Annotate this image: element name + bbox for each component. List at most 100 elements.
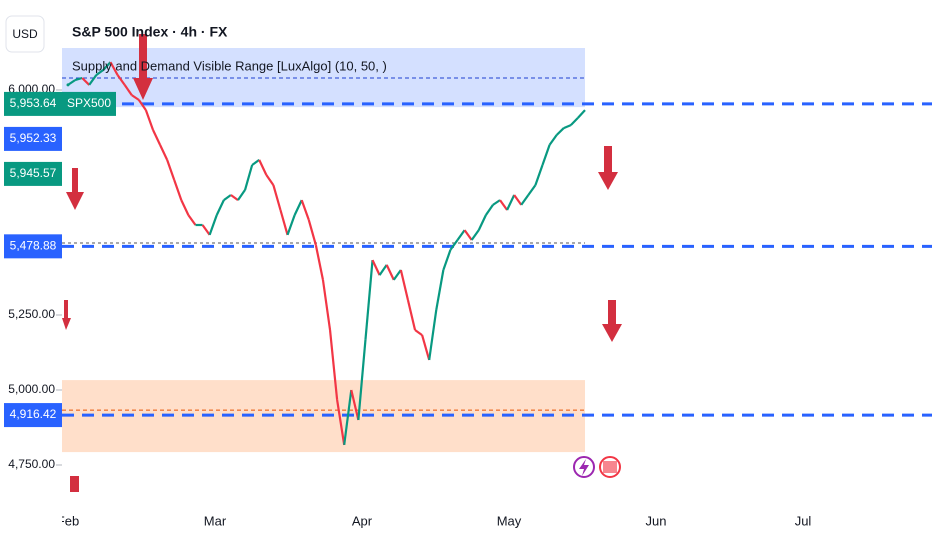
price-segment <box>364 260 374 340</box>
price-segment <box>67 79 76 86</box>
price-segment <box>116 74 126 86</box>
price-segment <box>102 61 112 71</box>
price-tag-label: 5,953.64 <box>10 96 57 110</box>
price-segment <box>144 109 155 131</box>
arrow <box>62 300 71 330</box>
price-segment <box>293 199 303 216</box>
price-segment <box>258 159 268 176</box>
marker <box>70 476 79 492</box>
event-icon-glyph <box>579 459 589 476</box>
x-tick-label: Jul <box>795 513 812 528</box>
price-segment <box>300 199 310 221</box>
price-segment <box>428 309 438 361</box>
price-segment <box>350 389 360 421</box>
price-segment <box>484 204 494 216</box>
price-segment <box>378 264 388 276</box>
price-segment <box>371 259 381 276</box>
x-tick-label: Mar <box>204 513 227 528</box>
price-segment <box>328 329 339 401</box>
arrow <box>66 168 84 210</box>
price-tag-label: 5,478.88 <box>10 239 57 253</box>
price-segment <box>499 199 508 211</box>
price-segment <box>577 109 586 119</box>
currency: USD <box>12 27 38 41</box>
price-segment <box>159 144 169 161</box>
price-segment <box>223 194 232 201</box>
price-tag-label: 4,916.42 <box>10 407 57 421</box>
price-segment <box>385 264 395 281</box>
price-segment <box>201 224 211 236</box>
price-segment <box>137 99 147 111</box>
price-tag <box>4 234 62 259</box>
price-segment <box>265 174 275 186</box>
price-segment <box>421 334 431 361</box>
price-segment <box>336 399 346 446</box>
price-tag-label: 5,945.57 <box>10 166 57 180</box>
price-segment <box>456 229 466 241</box>
indicator-title: Supply and Demand Visible Range [LuxAlgo… <box>72 58 387 73</box>
price-segment <box>442 249 452 271</box>
time-axis <box>62 512 932 550</box>
x-tick-label: May <box>497 513 522 528</box>
price-segment <box>95 69 105 76</box>
price-segment <box>286 214 296 236</box>
price-segment <box>123 84 133 96</box>
price-segment <box>230 194 239 201</box>
plot-area <box>62 48 932 453</box>
price-segment <box>399 269 410 301</box>
price-segment <box>251 159 260 166</box>
price-segment <box>477 214 487 231</box>
price-segment <box>314 244 325 281</box>
flag-icon-glyph <box>603 461 617 473</box>
price-tag <box>4 161 62 186</box>
price-segment <box>215 199 225 216</box>
price-segment <box>555 127 565 136</box>
price-tag-label: 5,952.33 <box>10 131 57 145</box>
price-segment <box>449 239 459 251</box>
axis-mask <box>0 512 62 550</box>
price-segment <box>243 164 254 191</box>
price-segment <box>151 129 162 146</box>
price-segment <box>463 229 473 241</box>
price-segment <box>406 299 417 331</box>
chart-title: S&P 500 Index · 4h · FX <box>72 24 228 40</box>
price-segment <box>88 74 98 86</box>
price-segment <box>548 134 558 146</box>
price-segment <box>414 329 423 336</box>
price-segment <box>506 194 516 211</box>
price-segment <box>392 269 402 281</box>
arrows <box>62 34 622 492</box>
price-segment <box>81 77 91 86</box>
price-segment <box>321 279 332 331</box>
axis-layer: 6,000.005,250.005,000.004,750.005,953.64… <box>0 82 811 550</box>
price-segment <box>470 229 480 241</box>
y-tick-label: 5,250.00 <box>8 307 55 321</box>
price-segment <box>357 339 367 421</box>
currency-button[interactable] <box>5 15 45 53</box>
price-segment <box>279 209 289 236</box>
x-tick-label: Feb <box>57 513 79 528</box>
price-segment <box>527 184 537 196</box>
price-segment <box>208 214 218 236</box>
price-segment <box>534 164 544 186</box>
price-segment <box>74 76 83 82</box>
price-axis <box>0 0 62 550</box>
price-tag <box>4 126 62 151</box>
price-tag <box>4 403 62 428</box>
price-segment <box>109 61 119 76</box>
price-segment <box>166 159 176 181</box>
series-tag <box>62 91 116 116</box>
price-tag <box>4 91 62 116</box>
price-segment <box>492 199 501 206</box>
price-segment <box>513 194 523 206</box>
x-tick-label: Jun <box>646 513 667 528</box>
arrow <box>598 146 618 190</box>
price-segment <box>173 179 183 201</box>
y-tick-label: 4,750.00 <box>8 457 55 471</box>
price-segment <box>435 269 445 311</box>
price-segment <box>272 184 282 211</box>
series-tag-label: SPX500 <box>67 96 111 110</box>
price-segment <box>131 94 140 101</box>
